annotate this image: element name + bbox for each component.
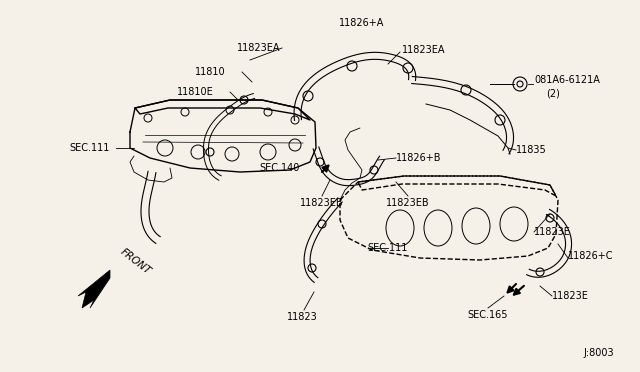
Text: 11823E: 11823E — [552, 291, 589, 301]
Text: SEC.111: SEC.111 — [368, 243, 408, 253]
Text: 11810E: 11810E — [177, 87, 214, 97]
Text: 11823E: 11823E — [534, 227, 571, 237]
Text: SEC.165: SEC.165 — [468, 310, 508, 320]
Text: 11810: 11810 — [195, 67, 226, 77]
Text: 11823EA: 11823EA — [237, 43, 280, 53]
Text: J:8003: J:8003 — [584, 348, 614, 358]
Text: SEC.140: SEC.140 — [260, 163, 300, 173]
Text: 11823EA: 11823EA — [402, 45, 445, 55]
Text: 11826+C: 11826+C — [568, 251, 614, 261]
Text: 11826+A: 11826+A — [339, 18, 385, 28]
Text: 11835: 11835 — [516, 145, 547, 155]
Text: 11823EB: 11823EB — [300, 198, 344, 208]
Text: SEC.111: SEC.111 — [70, 143, 110, 153]
Text: 11823EB: 11823EB — [386, 198, 430, 208]
Text: 081A6-6121A: 081A6-6121A — [534, 75, 600, 85]
Text: 11826+B: 11826+B — [396, 153, 442, 163]
Polygon shape — [78, 270, 110, 308]
Text: 11823: 11823 — [287, 312, 317, 322]
Text: FRONT: FRONT — [118, 247, 152, 277]
Text: (2): (2) — [546, 89, 560, 99]
